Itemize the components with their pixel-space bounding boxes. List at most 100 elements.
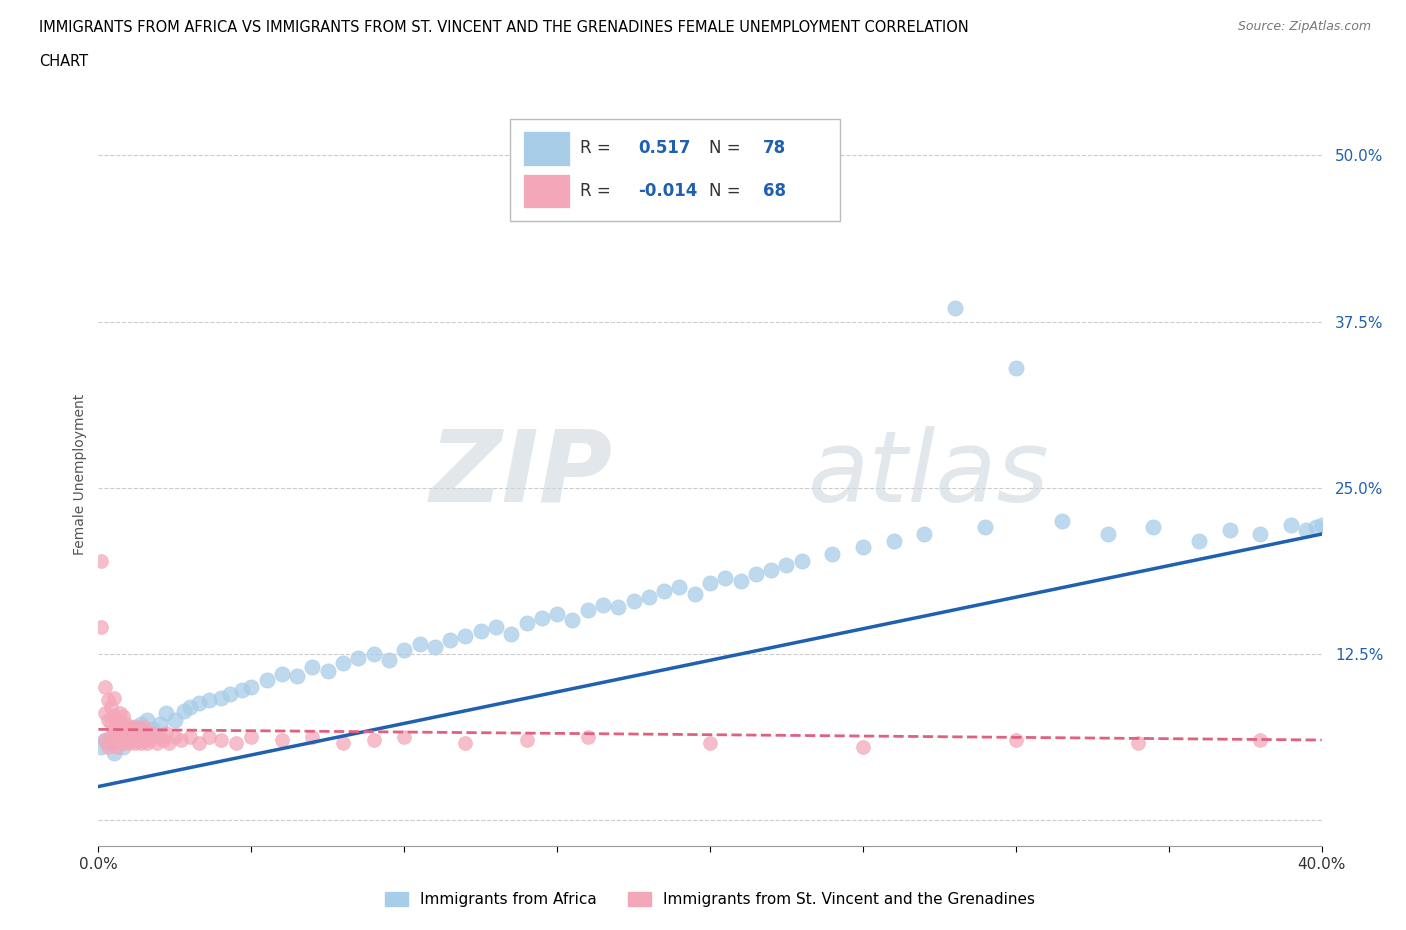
Point xyxy=(576,603,599,618)
Point xyxy=(93,680,115,695)
Point xyxy=(316,663,339,678)
Point xyxy=(790,553,813,568)
Text: N =: N = xyxy=(709,181,745,200)
Point xyxy=(883,533,905,548)
Point xyxy=(97,693,120,708)
Point xyxy=(852,540,875,555)
Text: 0.517: 0.517 xyxy=(638,139,690,157)
Point xyxy=(103,722,125,737)
Point xyxy=(852,739,875,754)
Point xyxy=(219,686,242,701)
Point xyxy=(454,736,477,751)
Point xyxy=(93,733,115,748)
Legend: Immigrants from Africa, Immigrants from St. Vincent and the Grenadines: Immigrants from Africa, Immigrants from … xyxy=(380,885,1040,913)
Point xyxy=(730,573,752,588)
Point xyxy=(209,733,232,748)
Point xyxy=(546,606,568,621)
Point xyxy=(142,722,165,737)
Point xyxy=(115,730,138,745)
Point xyxy=(516,733,538,748)
Text: R =: R = xyxy=(581,139,616,157)
Point xyxy=(145,736,167,751)
Point xyxy=(714,570,737,585)
Point xyxy=(225,736,247,751)
Text: -0.014: -0.014 xyxy=(638,181,697,200)
Point xyxy=(197,730,219,745)
Point xyxy=(1249,733,1271,748)
Text: atlas: atlas xyxy=(808,426,1049,523)
Point xyxy=(1249,526,1271,541)
Point xyxy=(111,739,134,754)
Point xyxy=(347,650,370,665)
Point xyxy=(912,526,935,541)
Point xyxy=(105,712,128,727)
Point xyxy=(188,696,211,711)
Point xyxy=(108,719,131,734)
Point xyxy=(127,733,149,748)
Point xyxy=(152,733,174,748)
Point xyxy=(332,656,354,671)
Point xyxy=(129,736,152,751)
Point xyxy=(103,746,125,761)
Point xyxy=(129,722,152,737)
Point xyxy=(1310,517,1333,532)
Text: Source: ZipAtlas.com: Source: ZipAtlas.com xyxy=(1237,20,1371,33)
Point xyxy=(1305,520,1327,535)
FancyBboxPatch shape xyxy=(523,131,571,166)
Point xyxy=(118,730,141,745)
Point xyxy=(90,739,112,754)
Point xyxy=(408,637,430,652)
Point xyxy=(93,733,115,748)
Point xyxy=(90,553,112,568)
Point xyxy=(111,709,134,724)
Point xyxy=(134,719,156,734)
Point xyxy=(121,719,143,734)
Point xyxy=(775,557,797,572)
Point xyxy=(197,693,219,708)
Point xyxy=(759,563,782,578)
Text: IMMIGRANTS FROM AFRICA VS IMMIGRANTS FROM ST. VINCENT AND THE GRENADINES FEMALE : IMMIGRANTS FROM AFRICA VS IMMIGRANTS FRO… xyxy=(39,20,969,35)
Point xyxy=(149,730,172,745)
Point xyxy=(90,619,112,634)
Point xyxy=(124,722,146,737)
Point xyxy=(485,619,508,634)
Point xyxy=(392,643,416,658)
Point xyxy=(108,706,131,721)
Point xyxy=(699,736,721,751)
Point xyxy=(285,669,308,684)
Point xyxy=(127,719,149,734)
Point xyxy=(105,739,128,754)
Point xyxy=(270,666,292,681)
Point xyxy=(142,726,165,741)
Point xyxy=(179,699,201,714)
Point xyxy=(103,709,125,724)
Point xyxy=(240,730,263,745)
Point xyxy=(179,730,201,745)
Point xyxy=(115,722,138,737)
Point xyxy=(623,593,645,608)
Point xyxy=(124,719,146,734)
Point xyxy=(392,730,416,745)
Point xyxy=(256,672,278,687)
Point xyxy=(209,690,232,705)
Point xyxy=(100,717,122,732)
Point xyxy=(100,730,122,745)
Point xyxy=(821,547,844,562)
Point xyxy=(1279,517,1302,532)
Point xyxy=(516,616,538,631)
Point xyxy=(118,736,141,751)
Point xyxy=(124,736,146,751)
FancyBboxPatch shape xyxy=(523,174,571,208)
Point xyxy=(363,646,385,661)
Point xyxy=(607,600,630,615)
Point xyxy=(1004,733,1026,748)
Point xyxy=(561,613,583,628)
Point xyxy=(1128,736,1150,751)
Text: 78: 78 xyxy=(762,139,786,157)
Text: N =: N = xyxy=(709,139,745,157)
Point xyxy=(974,520,997,535)
Point xyxy=(423,640,446,655)
Text: 68: 68 xyxy=(762,181,786,200)
Point xyxy=(1050,513,1073,528)
Point xyxy=(1142,520,1164,535)
